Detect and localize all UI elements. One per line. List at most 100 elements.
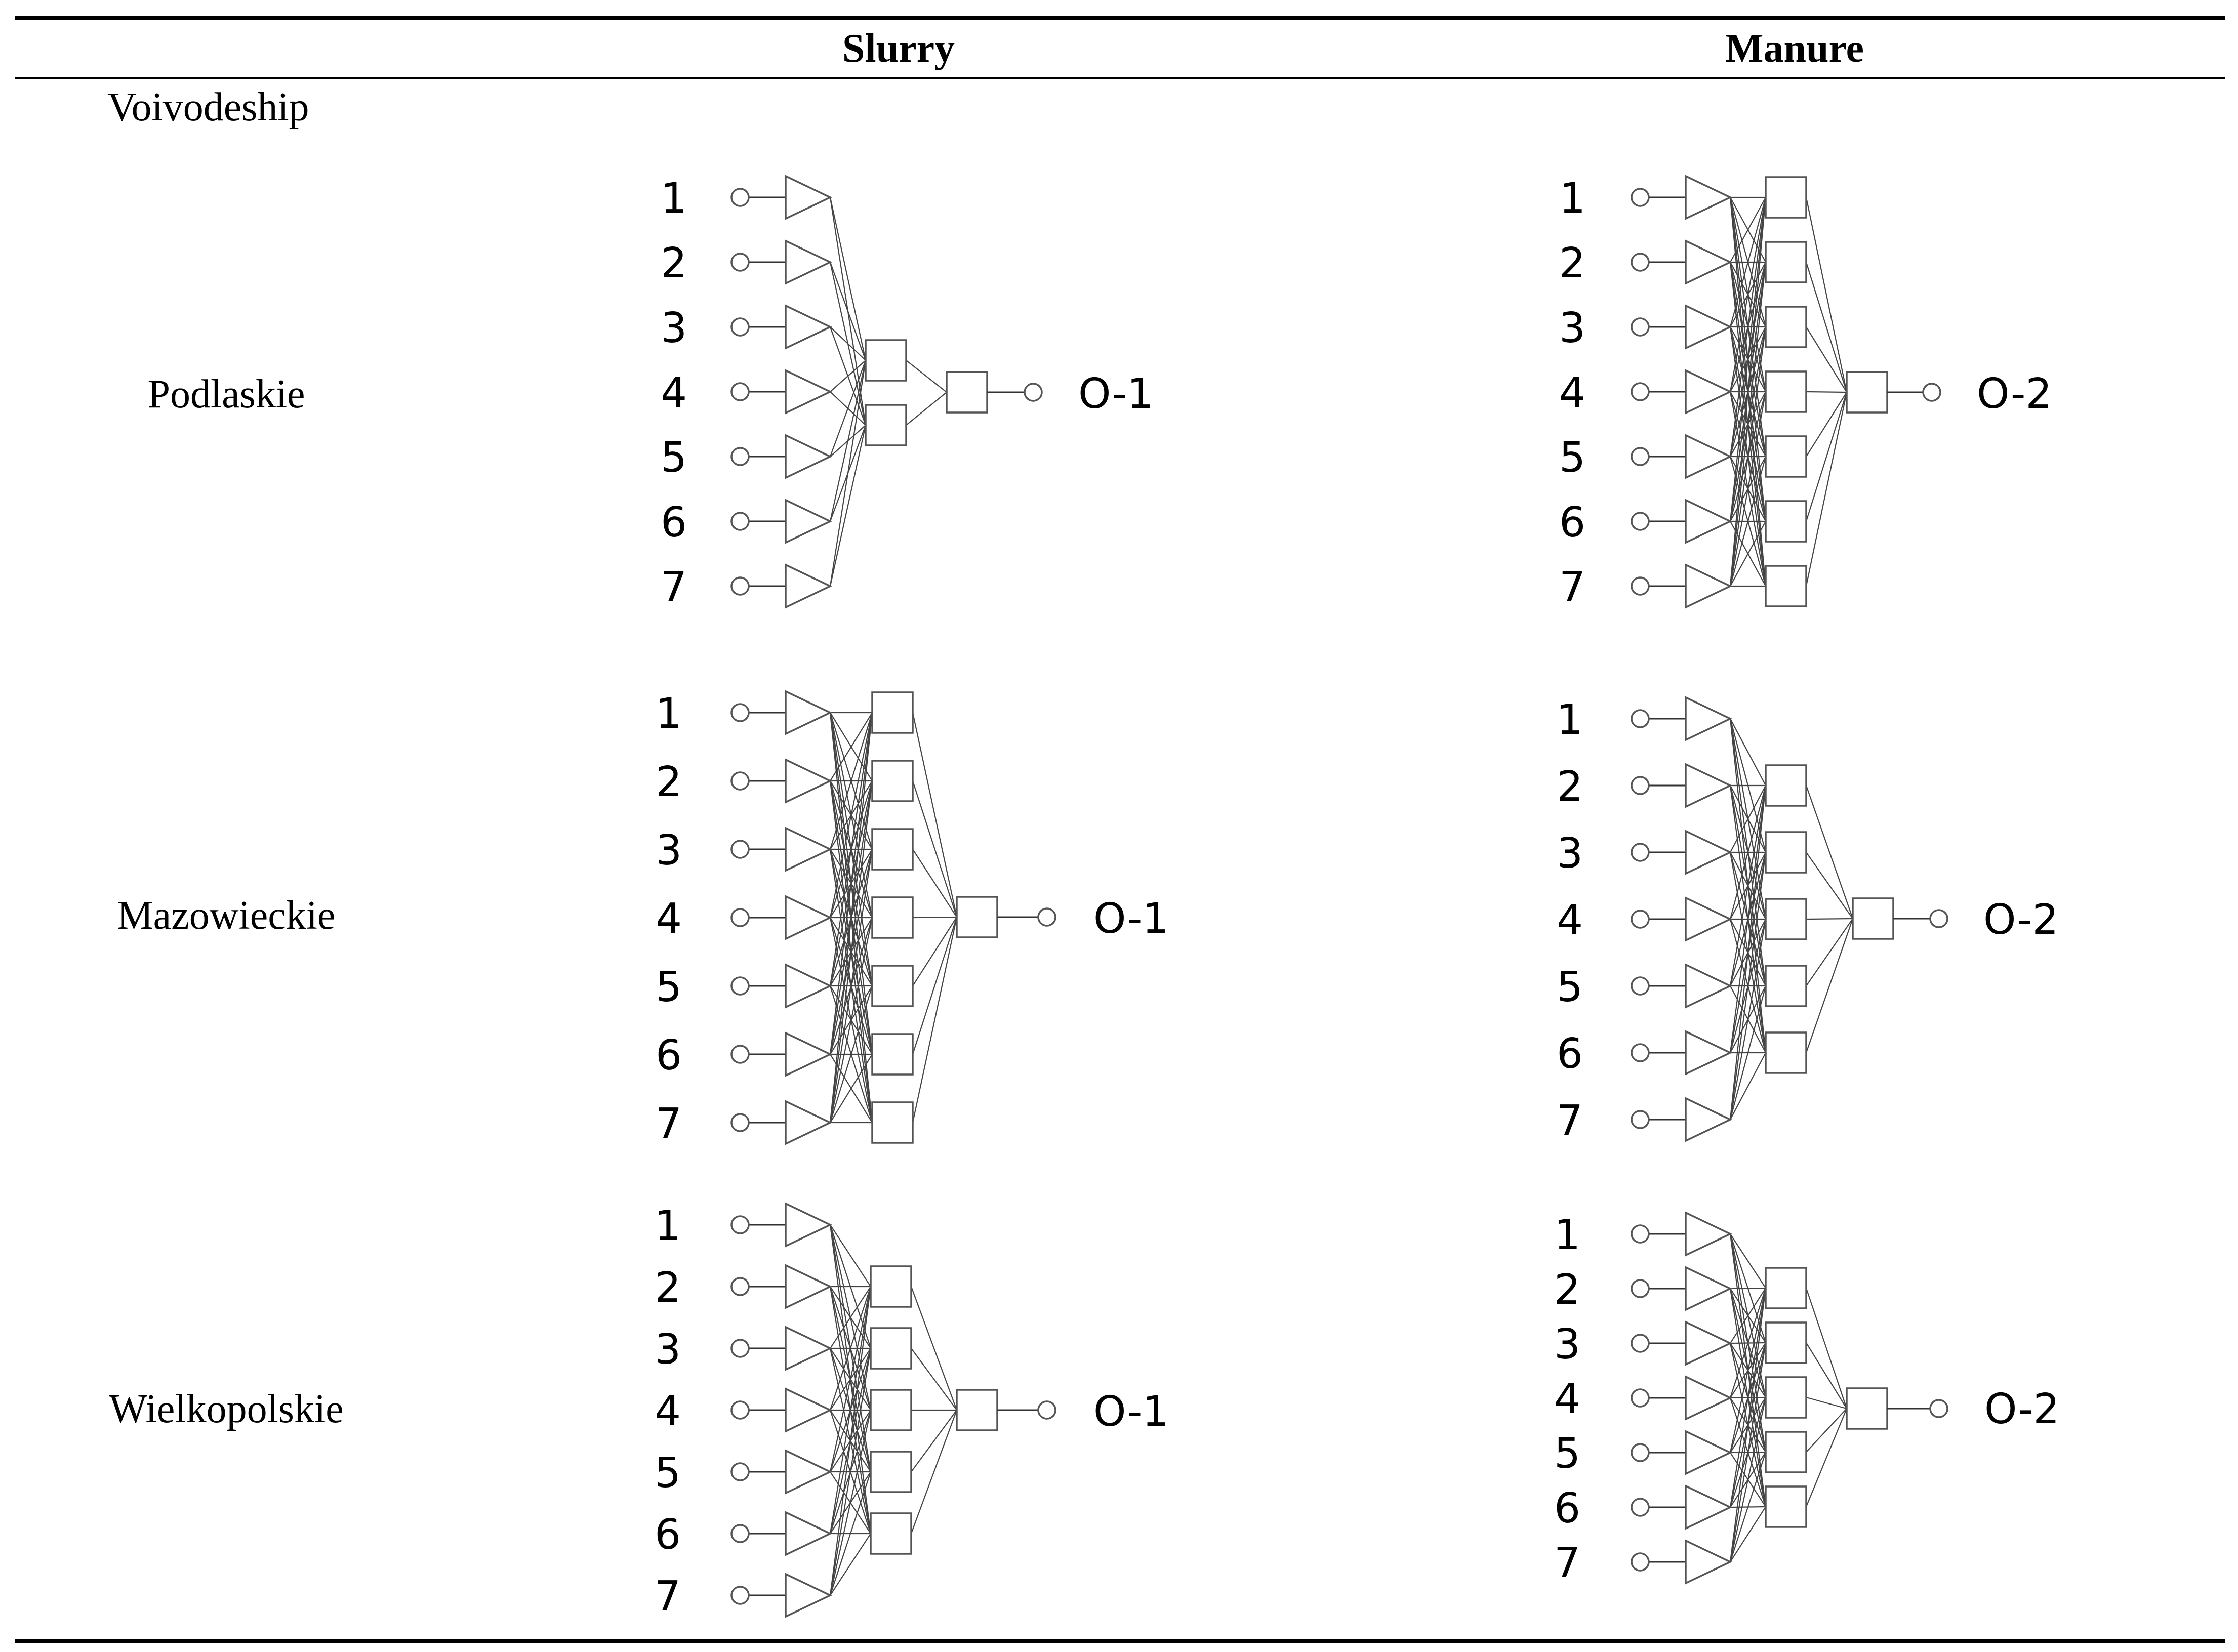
edge-input-7-hidden-2 (1729, 852, 1767, 1120)
edge-hidden-1-output (1805, 197, 1848, 393)
edge-input-2-hidden-1 (829, 262, 867, 361)
hidden-neuron-4 (1765, 1431, 1807, 1473)
output-label: O-1 (1093, 895, 1169, 943)
input-terminal-5 (1631, 447, 1650, 466)
input-neuron-6 (1685, 499, 1733, 544)
edge-input-7-hidden-2 (829, 425, 867, 587)
input-label-1: 1 (656, 690, 682, 738)
hidden-neuron-5 (1765, 1485, 1807, 1528)
edge-hidden-7-output (1805, 392, 1848, 587)
output-neuron (1852, 897, 1894, 940)
input-neuron-4 (1685, 369, 1733, 415)
connection-lines (829, 197, 947, 587)
input-terminal-4 (1631, 382, 1650, 401)
input-label-3: 3 (655, 1326, 681, 1374)
edge-input-2-hidden-1 (1730, 197, 1766, 263)
hidden-neuron-2 (870, 1327, 912, 1370)
output-neuron (1846, 1387, 1888, 1430)
input-label-6: 6 (1559, 499, 1585, 547)
input-label-6: 6 (1554, 1484, 1580, 1533)
edge-input-6-hidden-1 (829, 712, 873, 1055)
edge-hidden-4-output (1806, 918, 1853, 986)
input-label-3: 3 (1554, 1320, 1580, 1369)
edge-input-6-hidden-1 (1729, 197, 1767, 522)
edge-input-3-hidden-1 (1730, 1288, 1766, 1344)
edge-input-7-hidden-1 (829, 1286, 872, 1596)
input-neuron-7 (785, 1100, 833, 1145)
hidden-neuron-1 (1765, 764, 1807, 807)
edge-hidden-3-output (1806, 326, 1847, 393)
input-terminal-1 (1631, 1224, 1650, 1244)
input-neuron-4 (1685, 896, 1733, 942)
input-label-4: 4 (1559, 369, 1585, 417)
input-neuron-6 (785, 1031, 833, 1077)
edge-hidden-5-output (1806, 392, 1847, 457)
input-label-1: 1 (1557, 696, 1583, 744)
input-label-5: 5 (661, 434, 687, 482)
input-neuron-5 (1685, 963, 1733, 1009)
edge-input-6-hidden-1 (1729, 785, 1767, 1053)
input-neuron-6 (785, 499, 833, 544)
output-label: O-2 (1984, 1385, 2060, 1433)
edge-input-7-hidden-5 (1730, 1506, 1766, 1562)
connection-lines (1729, 718, 1854, 1120)
input-label-1: 1 (1559, 175, 1585, 223)
input-neuron-3 (1685, 304, 1733, 350)
input-label-7: 7 (1557, 1097, 1583, 1145)
input-neuron-7 (785, 1573, 833, 1618)
hidden-neuron-1 (1765, 1267, 1807, 1309)
input-terminal-2 (730, 771, 750, 791)
input-terminal-1 (730, 703, 750, 722)
input-terminal-5 (730, 976, 750, 996)
hidden-neuron-5 (871, 965, 914, 1007)
edge-input-2-hidden-1 (1730, 1287, 1766, 1290)
output-neuron (956, 896, 998, 938)
edge-hidden-2-output (1806, 852, 1853, 919)
hidden-neuron-3 (1765, 898, 1807, 940)
hidden-neuron-4 (870, 1451, 912, 1493)
input-terminal-4 (1631, 910, 1650, 929)
input-terminal-5 (1631, 976, 1650, 996)
input-neuron-7 (1685, 1539, 1733, 1585)
input-label-5: 5 (1557, 963, 1583, 1011)
input-neuron-7 (1685, 563, 1733, 609)
output-label: O-1 (1078, 370, 1154, 418)
input-terminal-1 (730, 188, 750, 207)
edge-input-7-hidden-2 (829, 1348, 872, 1596)
edge-input-7-hidden-4 (1729, 985, 1767, 1120)
networks-layer: 1 2 3 4 5 6 7 O-1 1 2 3 4 5 6 7 O-2 1 2 3 4 5 6 7 O-1 1 2 3 4 5 6 7 O-2… (655, 175, 2060, 1621)
column-header-manure: Manure (1725, 26, 1864, 71)
edge-hidden-4-output (911, 1410, 957, 1472)
edge-hidden-1-output (1805, 1288, 1848, 1409)
input-label-2: 2 (655, 1264, 681, 1312)
edge-hidden-3-output (912, 849, 957, 918)
input-neuron-2 (1685, 1266, 1733, 1311)
input-neuron-6 (1685, 1030, 1733, 1076)
input-label-6: 6 (656, 1031, 682, 1080)
input-label-6: 6 (1557, 1030, 1583, 1078)
hidden-neuron-7 (871, 1101, 914, 1144)
edge-input-3-hidden-1 (830, 326, 866, 361)
edge-input-5-hidden-1 (829, 712, 873, 986)
edge-input-7-hidden-2 (1729, 262, 1767, 587)
hidden-neuron-3 (1765, 1376, 1807, 1419)
input-terminal-4 (730, 908, 750, 927)
input-label-2: 2 (1559, 239, 1585, 287)
output-terminal (1929, 909, 1948, 928)
input-label-3: 3 (661, 304, 687, 352)
input-neuron-5 (1685, 434, 1733, 479)
input-terminal-4 (730, 1400, 750, 1420)
output-terminal (1929, 1399, 1948, 1418)
row-header-voivodeship: Voivodeship (107, 85, 309, 130)
network-diagram-podlaskie-manure: 1 2 3 4 5 6 7 O-2 (1559, 175, 2052, 611)
output-terminal (1024, 383, 1043, 402)
edge-input-7-hidden-3 (829, 849, 873, 1123)
edge-input-6-hidden-1 (829, 1286, 872, 1534)
input-terminal-2 (1631, 776, 1650, 795)
edge-input-5-hidden-1 (1729, 785, 1767, 986)
input-terminal-3 (730, 840, 750, 859)
edge-hidden-1-output (910, 1286, 958, 1411)
input-terminal-1 (730, 1215, 750, 1234)
edge-input-1-hidden-1 (829, 197, 867, 361)
